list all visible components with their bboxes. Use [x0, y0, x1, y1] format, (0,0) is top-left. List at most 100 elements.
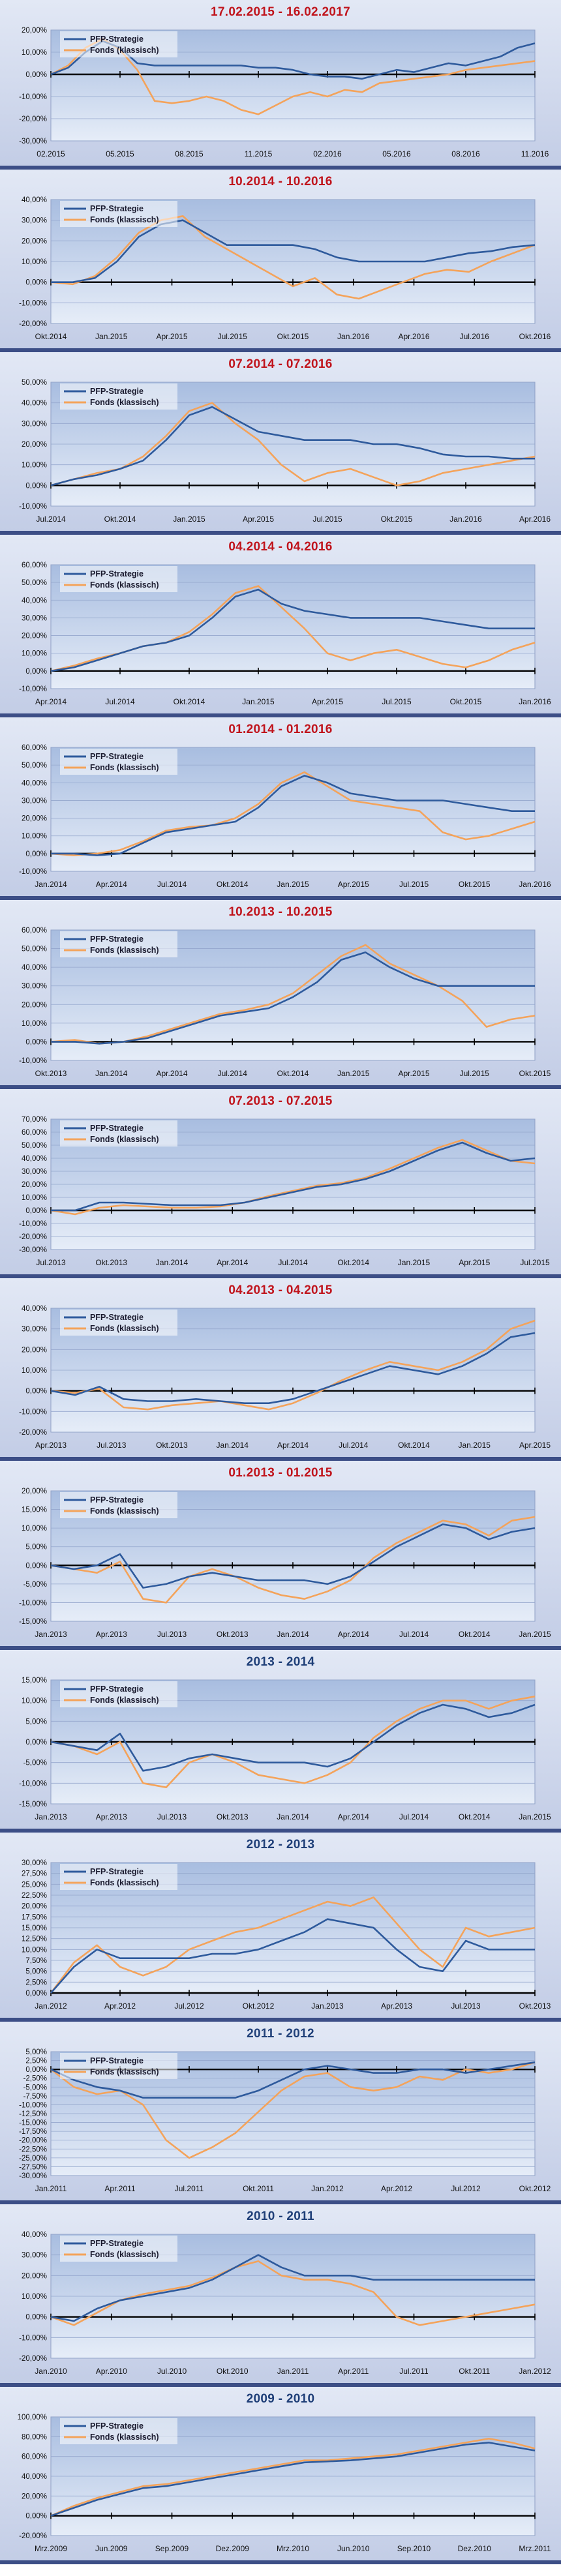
- chart-title: 07.2013 - 07.2015: [228, 1094, 333, 1108]
- x-tick-label: Jan.2015: [398, 1258, 431, 1267]
- x-tick-label: Jan.2016: [449, 515, 482, 524]
- series-line-strategy: [50, 1523, 536, 1589]
- y-tick-label: 0,00%: [25, 71, 47, 79]
- x-tick-label: Okt.2014: [337, 1258, 369, 1267]
- y-tick-label: -30,00%: [19, 1246, 47, 1254]
- x-tick-label: Jul.2010: [157, 2367, 187, 2376]
- x-tick-label: Apr.2015: [338, 880, 369, 889]
- x-tick-label: Jan.2016: [337, 332, 370, 341]
- x-tick-label: Okt.2014: [217, 880, 249, 889]
- series-line-strategy: [50, 1703, 536, 1772]
- legend-label: Fonds (klassisch): [90, 1696, 159, 1705]
- legend-box: [60, 566, 177, 592]
- series-line-fund: [50, 2260, 536, 2326]
- series-line-strategy: [50, 40, 536, 80]
- series-line-fund: [50, 1139, 536, 1216]
- x-tick-label: Jan.2012: [35, 2001, 67, 2011]
- y-tick-label: 20,00%: [22, 237, 47, 245]
- y-tick-label: 7,50%: [25, 1957, 47, 1965]
- chart-svg: 100,00% 80,00% 60,00% 40,00% 20,00% 0,00% -20,…: [18, 2414, 551, 2553]
- x-tick-label: 08.2015: [175, 149, 204, 158]
- x-tick-label: Apr.2012: [381, 2184, 412, 2193]
- chart-panel: 07.2013 - 07.2015 70,00% 60,00% 50,00% 40,00…: [0, 1089, 561, 1278]
- y-tick-label: 10,00%: [22, 1698, 47, 1705]
- series-line-strategy: [51, 1141, 536, 1212]
- chart-title: 01.2014 - 01.2016: [228, 723, 333, 736]
- y-tick-label: 10,00%: [22, 1194, 47, 1202]
- y-tick-label: 10,00%: [22, 1946, 47, 1954]
- series-line-strategy: [50, 2442, 536, 2517]
- x-tick-label: Jul.2015: [460, 1069, 490, 1078]
- series-line-strategy: [50, 2254, 535, 2322]
- legend-box: [60, 1492, 177, 1518]
- y-tick-label: -5,00%: [23, 1760, 47, 1767]
- y-tick-label: 40,00%: [22, 964, 47, 972]
- y-tick-label: -22,50%: [19, 2146, 47, 2153]
- y-tick-label: 70,00%: [22, 1116, 47, 1124]
- x-tick-label: Jul.2015: [312, 515, 342, 524]
- x-tick-label: Jul.2013: [451, 2001, 481, 2011]
- y-tick-label: 15,00%: [22, 1925, 47, 1932]
- x-tick-label: Mrz.2009: [35, 2544, 67, 2553]
- y-tick-label: 100,00%: [18, 2414, 47, 2421]
- y-tick-label: 10,00%: [22, 650, 47, 658]
- y-tick-label: -7,50%: [23, 2093, 47, 2101]
- x-tick-label: Dez.2009: [216, 2544, 250, 2553]
- legend-box: [60, 749, 177, 775]
- y-tick-label: 0,00%: [25, 2066, 47, 2074]
- y-tick-label: 0,00%: [25, 1739, 47, 1746]
- x-tick-label: Okt.2010: [217, 2367, 249, 2376]
- legend-label: PFP-Strategie: [90, 752, 144, 761]
- x-tick-label: Okt.2012: [243, 2001, 275, 2011]
- legend-box: [60, 1120, 177, 1146]
- x-tick-label: Jul.2014: [157, 880, 187, 889]
- x-tick-label: Jul.2014: [278, 1258, 308, 1267]
- x-tick-label: Okt.2015: [381, 515, 413, 524]
- x-tick-label: Jun.2009: [95, 2544, 128, 2553]
- x-tick-label: Apr.2015: [459, 1258, 490, 1267]
- legend-label: PFP-Strategie: [90, 35, 144, 44]
- legend-label: PFP-Strategie: [90, 1867, 144, 1876]
- chart-panel: 2013 - 2014 15,00% 10,00% 5,00% 0,00% -5,00% -…: [0, 1650, 561, 1833]
- series-line-fund: [50, 771, 536, 856]
- y-tick-label: -20,00%: [19, 1429, 47, 1437]
- x-tick-label: Okt.2015: [450, 697, 482, 706]
- y-tick-label: -20,00%: [19, 115, 47, 123]
- series-line-fund: [50, 402, 536, 487]
- x-tick-label: Okt.2013: [519, 2001, 551, 2011]
- x-tick-label: Jul.2016: [460, 332, 490, 341]
- chart-panel: 07.2014 - 07.2016 50,00% 40,00% 30,00% 20,00…: [0, 352, 561, 535]
- legend-label: Fonds (klassisch): [90, 215, 159, 224]
- chart-panel: 2012 - 2013 30,00% 27,50% 25,00% 22,50% 20,00…: [0, 1833, 561, 2022]
- y-tick-label: 20,00%: [22, 2272, 47, 2280]
- x-tick-label: Okt.2015: [519, 1069, 551, 1078]
- x-tick-label: Jul.2014: [339, 1441, 369, 1450]
- series-line-strategy: [50, 1332, 536, 1404]
- y-tick-label: -20,00%: [19, 320, 47, 328]
- x-tick-label: Okt.2013: [35, 1069, 67, 1078]
- y-tick-label: -20,00%: [19, 2532, 47, 2540]
- series-line-strategy: [50, 406, 535, 487]
- series-line-fund: [50, 1319, 536, 1411]
- x-tick-label: Okt.2014: [104, 515, 136, 524]
- legend-box: [60, 1864, 177, 1890]
- x-tick-label: Jul.2014: [36, 515, 66, 524]
- y-tick-label: -10,00%: [19, 1599, 47, 1607]
- y-tick-label: 20,00%: [22, 441, 47, 449]
- chart-title: 2011 - 2012: [247, 2027, 314, 2041]
- chart-title: 04.2014 - 04.2016: [228, 540, 333, 554]
- y-tick-label: 30,00%: [22, 797, 47, 805]
- x-tick-label: Apr.2015: [312, 697, 343, 706]
- series-line-strategy: [50, 588, 535, 672]
- y-tick-label: 50,00%: [22, 946, 47, 953]
- y-tick-label: -12,50%: [19, 2110, 47, 2118]
- x-tick-label: Okt.2014: [277, 1069, 309, 1078]
- y-tick-label: 20,00%: [22, 1488, 47, 1495]
- legend-label: Fonds (klassisch): [90, 46, 159, 55]
- chart-svg: 20,00% 15,00% 10,00% 5,00% 0,00% -5,00% -10,00…: [19, 1488, 551, 1639]
- x-tick-label: Jul.2015: [382, 697, 412, 706]
- y-tick-label: -30,00%: [19, 2172, 47, 2180]
- y-tick-label: 0,00%: [25, 2513, 47, 2521]
- x-tick-label: Jul.2015: [399, 880, 429, 889]
- x-tick-label: Jun.2010: [337, 2544, 370, 2553]
